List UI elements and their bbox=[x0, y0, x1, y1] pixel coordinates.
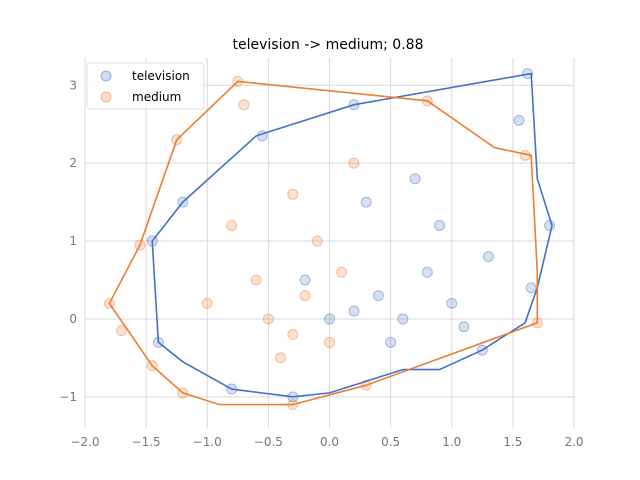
point-medium bbox=[324, 336, 335, 348]
point-television bbox=[513, 114, 525, 126]
chart-title: television -> medium; 0.88 bbox=[233, 37, 424, 53]
point-television bbox=[458, 321, 470, 333]
point-television bbox=[324, 313, 335, 325]
point-television bbox=[372, 290, 384, 302]
point-television bbox=[409, 173, 421, 185]
x-tick-label: −1.0 bbox=[193, 435, 222, 449]
point-medium bbox=[311, 235, 323, 247]
point-television bbox=[360, 196, 372, 208]
x-tick-label: −2.0 bbox=[70, 435, 99, 449]
point-television bbox=[385, 336, 397, 348]
point-television bbox=[299, 274, 311, 286]
point-medium bbox=[238, 99, 250, 111]
point-television bbox=[446, 297, 458, 309]
point-television bbox=[482, 251, 494, 263]
x-tick-label: 1.5 bbox=[503, 435, 522, 449]
legend-label-television: television bbox=[132, 69, 190, 83]
x-tick-label: 0.5 bbox=[381, 435, 400, 449]
y-tick-label: 0 bbox=[69, 312, 77, 326]
point-medium bbox=[226, 219, 238, 231]
grid bbox=[84, 58, 575, 428]
point-medium bbox=[348, 157, 360, 169]
y-tick-label: −1 bbox=[59, 390, 77, 404]
legend-marker-medium bbox=[100, 91, 112, 103]
point-medium bbox=[275, 352, 287, 364]
y-tick-label: 3 bbox=[69, 78, 77, 92]
point-television bbox=[421, 266, 433, 278]
hull-medium bbox=[108, 80, 539, 406]
legend-marker-television bbox=[100, 70, 112, 82]
point-television bbox=[525, 282, 537, 294]
y-tick-label: 1 bbox=[69, 234, 77, 248]
x-tick-label: −1.5 bbox=[132, 435, 161, 449]
point-television bbox=[544, 219, 556, 231]
x-tick-label: 1.0 bbox=[442, 435, 461, 449]
plot-area bbox=[103, 68, 556, 411]
point-medium bbox=[287, 188, 299, 200]
point-medium bbox=[116, 325, 128, 337]
x-tick-label: −0.5 bbox=[254, 435, 283, 449]
y-tick-label: 2 bbox=[69, 156, 77, 170]
point-television bbox=[434, 219, 446, 231]
point-television bbox=[348, 305, 360, 317]
hull-television bbox=[151, 72, 553, 398]
legend-box bbox=[86, 62, 205, 110]
x-tick-label: 2.0 bbox=[564, 435, 583, 449]
legend-label-medium: medium bbox=[132, 90, 181, 104]
point-medium bbox=[262, 313, 274, 325]
point-medium bbox=[299, 290, 311, 302]
tick-labels: −2.0 −1.5 −1.0 −0.5 0.0 0.5 1.0 1.5 2.0 −1 0 1 2 3 bbox=[59, 78, 583, 449]
x-tick-label: 0.0 bbox=[320, 435, 339, 449]
legend: television medium bbox=[86, 62, 205, 110]
point-medium bbox=[201, 297, 213, 309]
point-medium bbox=[250, 274, 262, 286]
point-medium bbox=[287, 329, 299, 341]
point-television bbox=[397, 313, 409, 325]
point-medium bbox=[336, 266, 348, 278]
